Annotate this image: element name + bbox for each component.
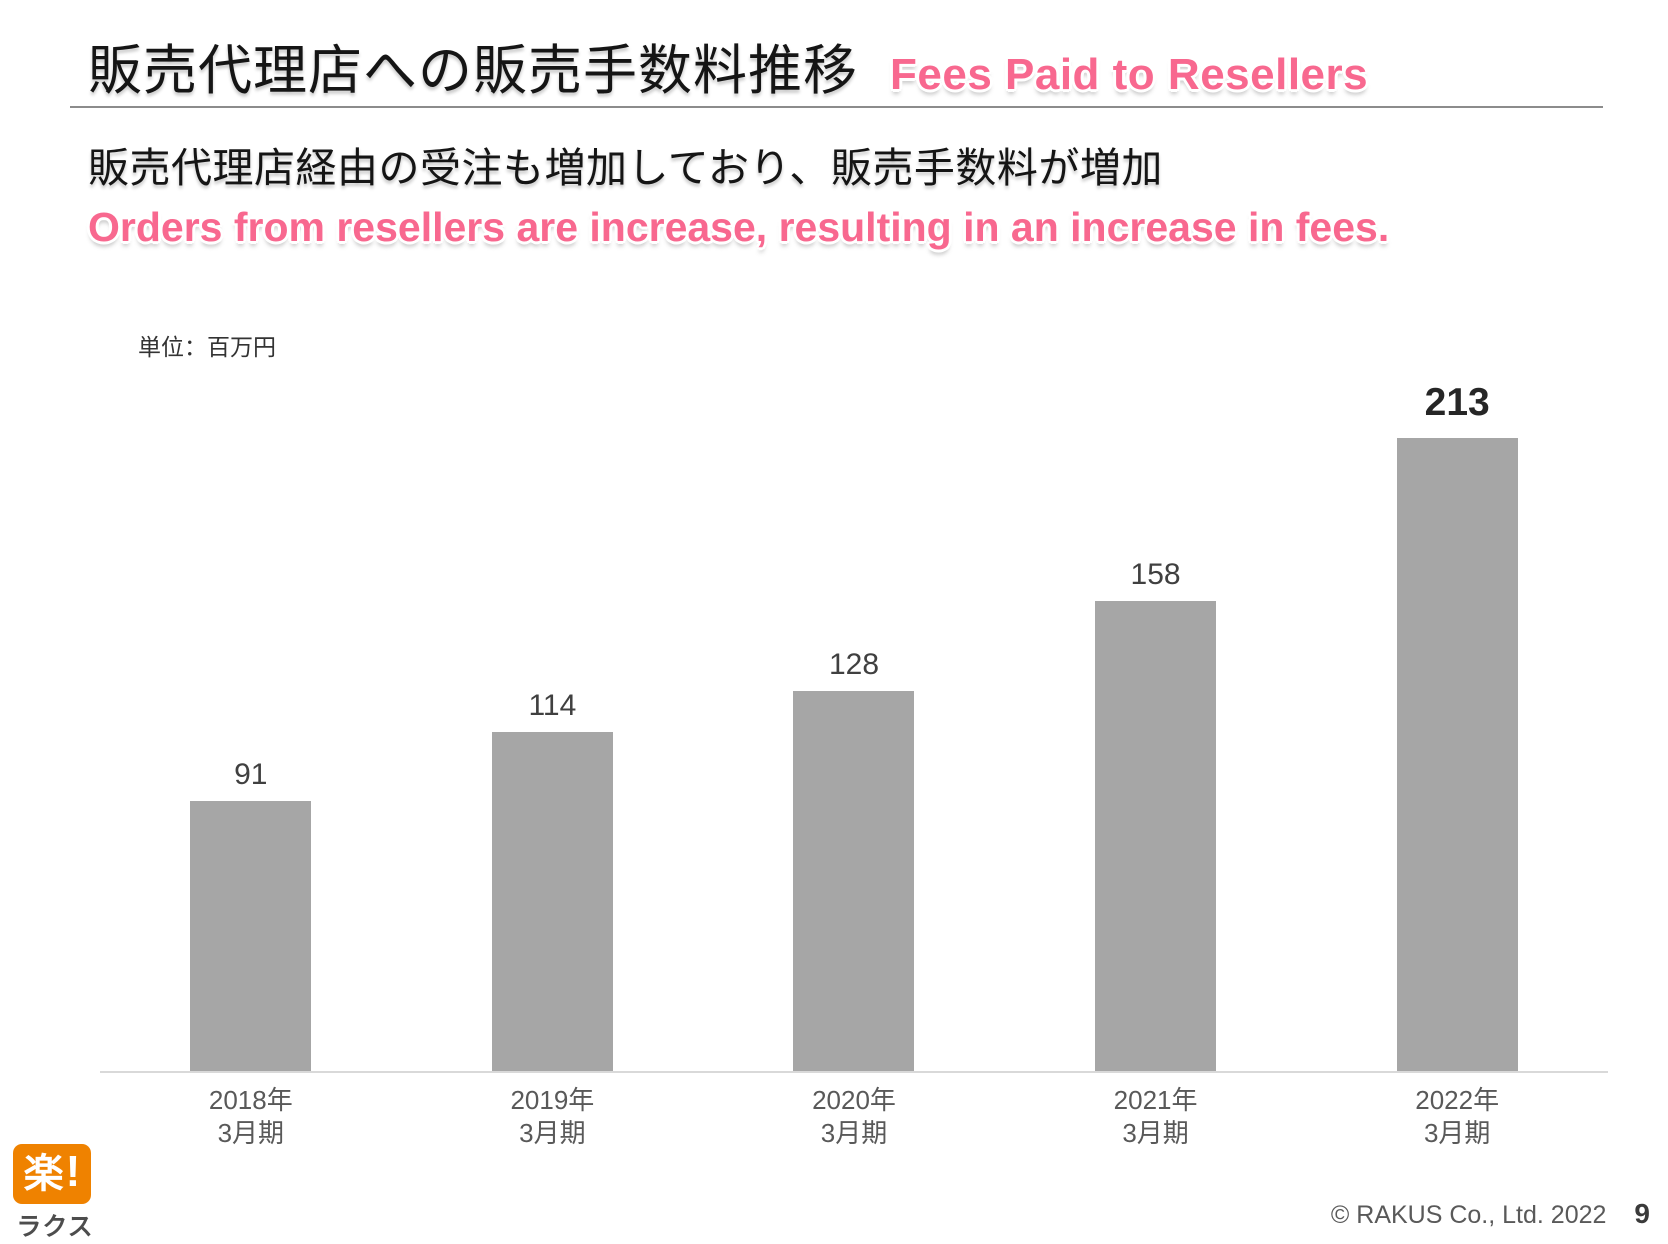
lead-sentence-jp: 販売代理店経由の受注も増加しており、販売手数料が増加 (88, 145, 1163, 191)
bar-value-label: 158 (1130, 558, 1181, 591)
chart-column: 114 (402, 689, 704, 1071)
x-axis-tick-label: 2019年 3月期 (510, 1085, 595, 1148)
chart-column: 213 (1306, 381, 1608, 1071)
bar (793, 691, 915, 1071)
title-divider (70, 106, 1603, 108)
rakus-logo-wordmark: ラクス (16, 1213, 94, 1241)
bar-value-label: 91 (234, 758, 268, 791)
bar-value-label: 114 (528, 689, 577, 722)
x-axis-tick-label: 2022年 3月期 (1415, 1085, 1500, 1148)
chart-column: 128 (703, 648, 1005, 1071)
slide-footer: © RAKUS Co., Ltd. 2022 9 (1331, 1198, 1650, 1230)
x-axis-tick-label: 2020年 3月期 (812, 1085, 896, 1148)
chart-unit-label: 単位：百万円 (138, 334, 276, 360)
page-number: 9 (1634, 1198, 1650, 1229)
slide-header: 販売代理店への販売手数料推移 Fees Paid to Resellers (88, 26, 1368, 105)
bar (190, 801, 312, 1071)
x-axis-tick-label: 2018年 3月期 (208, 1085, 293, 1148)
bar-chart-plot-area: 91 114 128 158 213 (100, 372, 1608, 1073)
bar (1095, 601, 1217, 1071)
lead-sentence-en: Orders from resellers are increase, resu… (88, 204, 1390, 250)
logo-kanji-glyph: 楽 (23, 1152, 64, 1196)
rakus-logo-mark: 楽 ! (13, 1144, 91, 1204)
lead-text-block: 販売代理店経由の受注も増加しており、販売手数料が増加 Orders from r… (88, 134, 1389, 251)
rakus-logo: 楽 ! ラクス (13, 1144, 97, 1243)
x-axis-labels: 2018年 3月期 2019年 3月期 2020年 3月期 2021年 3月期 2022年 3月期 (100, 1084, 1608, 1149)
page-title-en: Fees Paid to Resellers (890, 50, 1369, 99)
chart-column: 158 (1005, 558, 1307, 1071)
copyright-text: © RAKUS Co., Ltd. 2022 (1330, 1201, 1607, 1229)
bar (1396, 438, 1518, 1071)
page-title-jp: 販売代理店への販売手数料推移 (88, 41, 858, 101)
logo-exclamation-glyph: ! (65, 1147, 81, 1196)
bar (491, 732, 613, 1071)
chart-column: 91 (100, 758, 402, 1071)
bar-value-label: 128 (828, 648, 880, 681)
x-axis-tick-label: 2021年 3月期 (1113, 1085, 1198, 1148)
bar-value-label: 213 (1424, 381, 1490, 424)
